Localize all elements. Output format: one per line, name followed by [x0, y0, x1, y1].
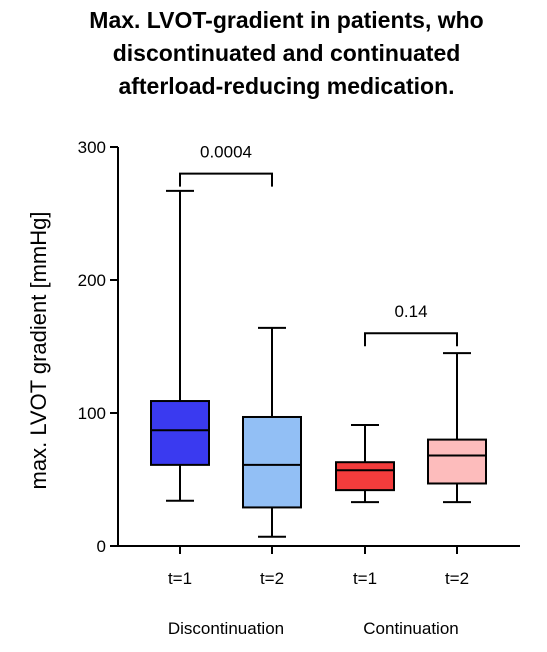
chart-title-line-3: afterload-reducing medication.: [118, 73, 455, 99]
p-value-label-1: 0.14: [394, 302, 427, 321]
box-1: [242, 415, 302, 509]
chart-title-line-1: Max. LVOT-gradient in patients, who: [89, 7, 484, 33]
y-tick-label-0: 0: [97, 537, 106, 556]
p-value-label-0: 0.0004: [200, 143, 252, 162]
chart-title-line-2: discontinuated and continuated: [112, 40, 461, 66]
box-3: [427, 438, 487, 485]
y-axis-label: max. LVOT gradient [mmHg]: [26, 212, 51, 490]
x-tick-label-3: t=2: [445, 569, 469, 588]
x-tick-label-1: t=2: [260, 569, 284, 588]
y-tick-label-200: 200: [78, 271, 106, 290]
box-0: [150, 400, 210, 466]
box-2: [335, 461, 395, 492]
significance-bracket-0: [179, 172, 273, 187]
group-label-0: Discontinuation: [168, 619, 284, 638]
chart-title: Max. LVOT-gradient in patients, who disc…: [0, 4, 547, 103]
group-label-1: Continuation: [363, 619, 458, 638]
x-tick-label-0: t=1: [168, 569, 192, 588]
y-tick-label-100: 100: [78, 404, 106, 423]
significance-bracket-1: [364, 332, 458, 347]
y-tick-label-300: 300: [78, 138, 106, 157]
x-tick-label-2: t=1: [353, 569, 377, 588]
